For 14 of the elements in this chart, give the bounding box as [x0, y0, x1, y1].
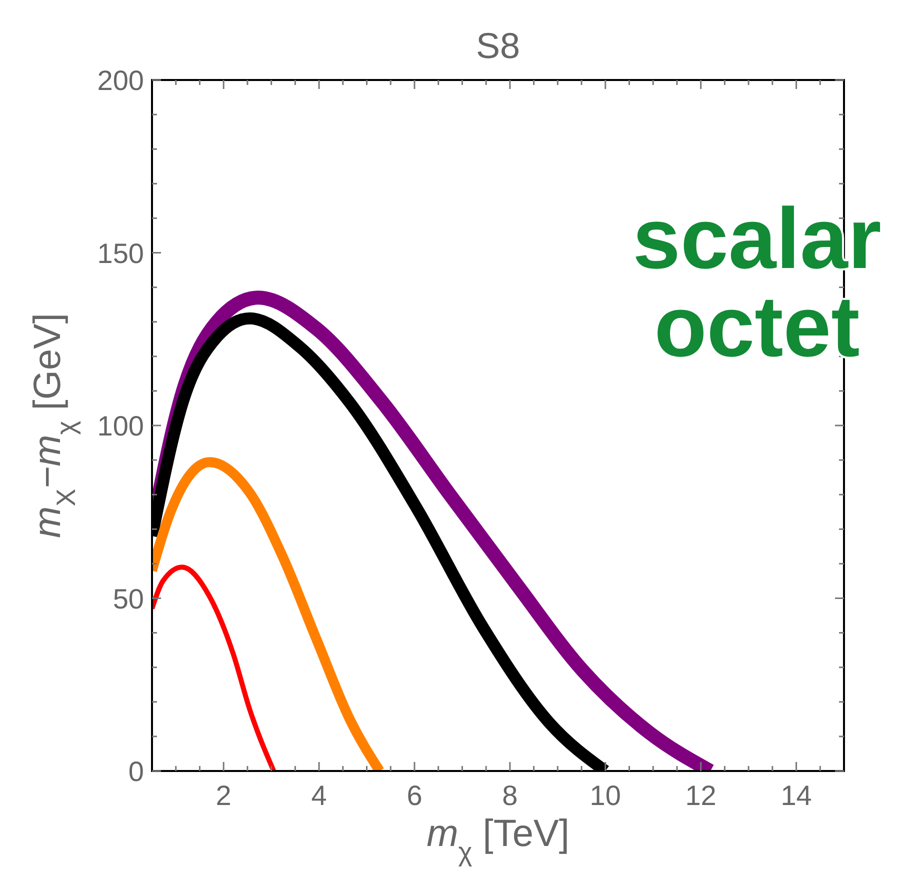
y-tick-label: 150: [97, 238, 144, 269]
x-tick-label: 14: [780, 780, 812, 811]
y-tick-label: 0: [128, 756, 144, 787]
y-tick-label: 100: [97, 410, 144, 442]
x-tick-label: 10: [590, 780, 621, 811]
x-tick-label: 4: [311, 780, 327, 811]
x-axis-title: m$_{χ}$ [TeV]: [426, 813, 570, 867]
y-tick-label: 50: [112, 583, 144, 614]
x-tick-label: 12: [685, 780, 716, 811]
x-tick-label: 6: [406, 780, 422, 811]
chart-title: S8: [476, 25, 520, 66]
x-tick-label: 8: [502, 780, 518, 811]
y-tick-label: 200: [97, 65, 144, 96]
x-tick-label: 2: [216, 780, 232, 811]
